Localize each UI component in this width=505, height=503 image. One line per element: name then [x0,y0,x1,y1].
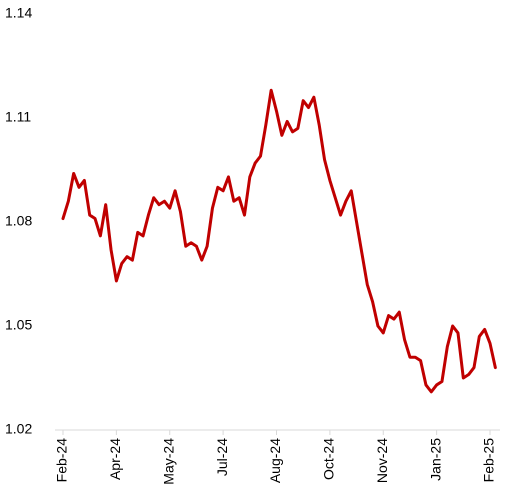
x-tick-label: Apr-24 [107,438,123,480]
x-tick-label: Aug-24 [267,438,283,483]
x-tick-label: Jul-24 [214,438,230,476]
y-tick-label: 1.08 [5,213,32,229]
data-line [61,88,497,394]
x-tick-label: Feb-24 [54,438,70,483]
x-tick-label: Jan-25 [427,438,443,481]
x-tick-label: Feb-25 [481,438,497,483]
y-tick-label: 1.05 [5,317,32,333]
x-tick-label: Nov-24 [374,438,390,483]
y-tick-label: 1.14 [5,5,32,21]
x-tick-label: Oct-24 [321,438,337,480]
y-tick-label: 1.02 [5,421,32,437]
y-tick-label: 1.11 [5,109,31,125]
x-tick-label: May-24 [160,438,176,485]
